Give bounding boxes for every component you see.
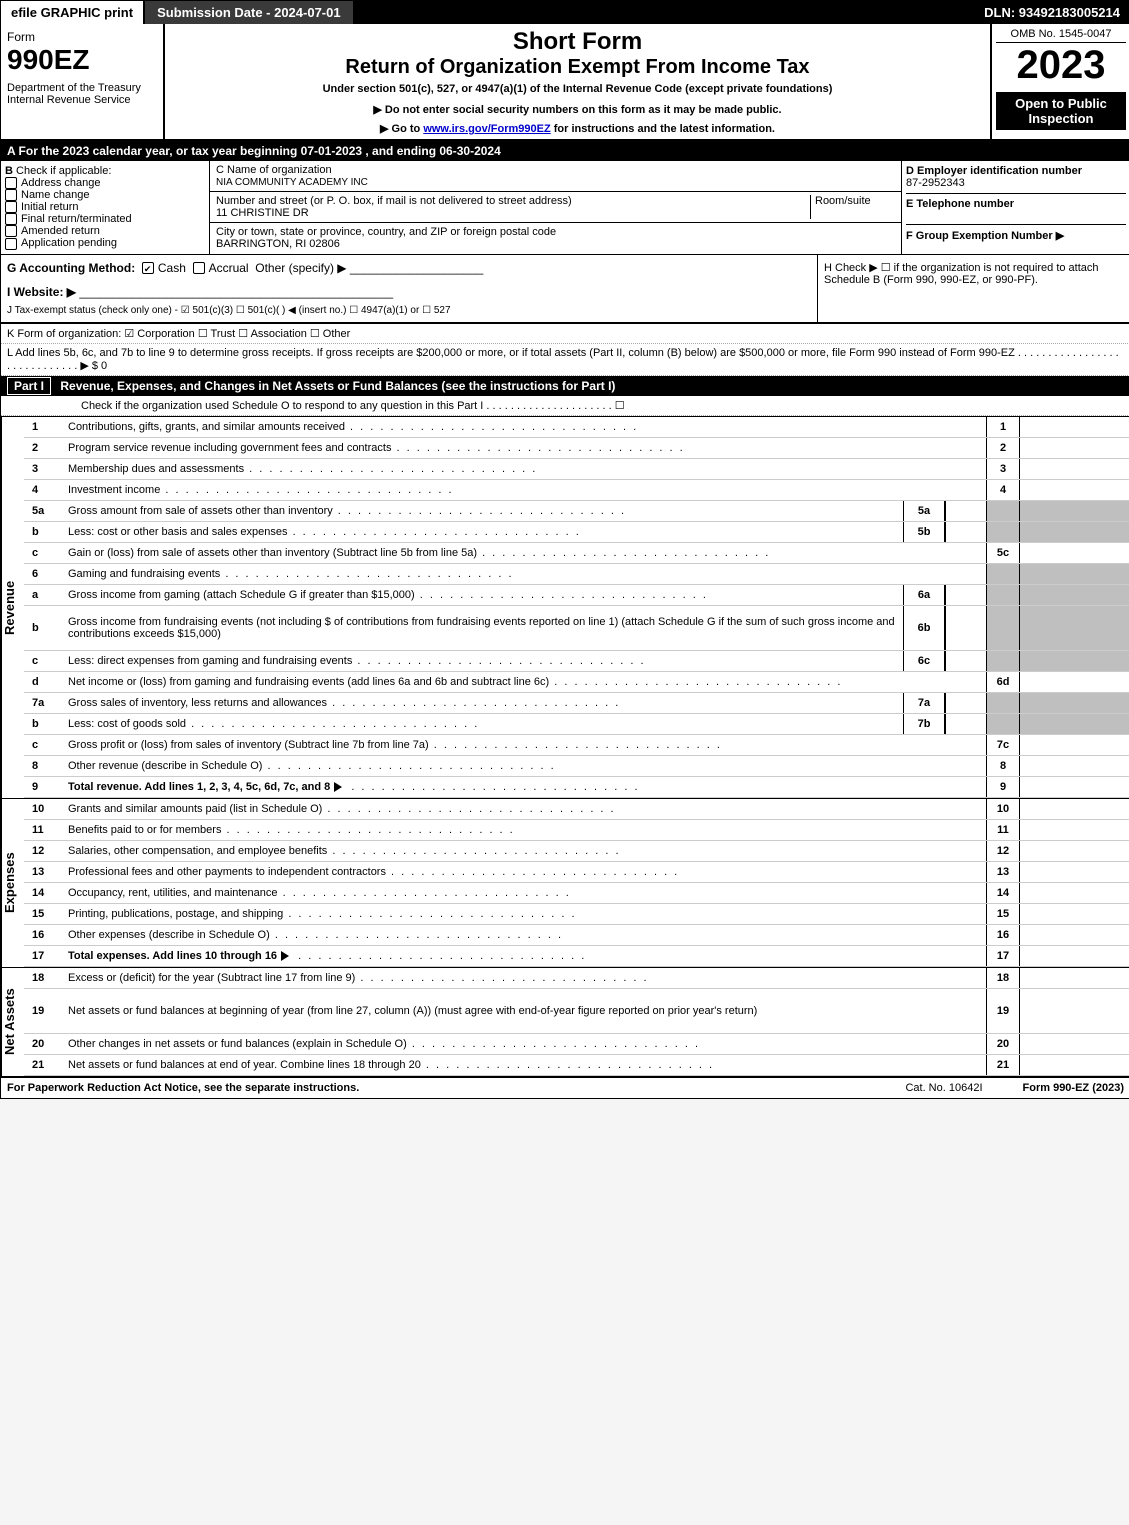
table-row: dNet income or (loss) from gaming and fu… [24,672,1129,693]
table-row: 21Net assets or fund balances at end of … [24,1055,1129,1076]
table-row: 18Excess or (deficit) for the year (Subt… [24,968,1129,989]
check-option: Initial return [5,201,205,213]
dln: DLN: 93492183005214 [974,1,1129,24]
table-row: 11Benefits paid to or for members11 [24,820,1129,841]
line-h: H Check ▶ ☐ if the organization is not r… [817,255,1129,322]
check-option: Amended return [5,225,205,237]
form-990ez: efile GRAPHIC print Submission Date - 20… [0,0,1129,1099]
section-c: C Name of organizationNIA COMMUNITY ACAD… [210,161,901,254]
section-b: B Check if applicable: Address changeNam… [1,161,210,254]
table-row: bLess: cost or other basis and sales exp… [24,522,1129,543]
checkbox[interactable] [5,225,17,237]
table-row: aGross income from gaming (attach Schedu… [24,585,1129,606]
table-row: 19Net assets or fund balances at beginni… [24,989,1129,1034]
table-row: cGross profit or (loss) from sales of in… [24,735,1129,756]
check-option: Address change [5,177,205,189]
table-row: 1Contributions, gifts, grants, and simil… [24,417,1129,438]
arrow-icon [334,782,342,792]
section-b-c-d: B Check if applicable: Address changeNam… [1,161,1129,255]
line-g: G Accounting Method: Cash Accrual Other … [7,261,811,275]
arrow-icon [281,951,289,961]
irs-label: Internal Revenue Service [7,94,157,106]
table-row: 10Grants and similar amounts paid (list … [24,799,1129,820]
efile-print[interactable]: efile GRAPHIC print [1,1,145,24]
top-bar: efile GRAPHIC print Submission Date - 20… [1,1,1129,24]
expenses-table: Expenses 10Grants and similar amounts pa… [1,798,1129,967]
table-row: bGross income from fundraising events (n… [24,606,1129,651]
table-row: 13Professional fees and other payments t… [24,862,1129,883]
line-a: A For the 2023 calendar year, or tax yea… [1,141,1129,161]
table-row: 14Occupancy, rent, utilities, and mainte… [24,883,1129,904]
table-row: 8Other revenue (describe in Schedule O)8 [24,756,1129,777]
checkbox[interactable] [5,177,17,189]
table-row: cLess: direct expenses from gaming and f… [24,651,1129,672]
tax-year: 2023 [996,43,1126,88]
submission-date: Submission Date - 2024-07-01 [145,1,353,24]
table-row: cGain or (loss) from sale of assets othe… [24,543,1129,564]
form-number: 990EZ [7,44,157,76]
irs-link[interactable]: www.irs.gov/Form990EZ [423,123,550,135]
footer: For Paperwork Reduction Act Notice, see … [1,1076,1129,1098]
check-option: Application pending [5,237,205,249]
accrual-checkbox[interactable] [193,262,205,274]
table-row: 4Investment income4 [24,480,1129,501]
telephone-label: E Telephone number [906,198,1014,210]
subtitle: Under section 501(c), 527, or 4947(a)(1)… [173,83,982,95]
table-row: 15Printing, publications, postage, and s… [24,904,1129,925]
section-g-h: G Accounting Method: Cash Accrual Other … [1,255,1129,323]
title-short-form: Short Form [173,28,982,56]
checkbox[interactable] [5,189,17,201]
revenue-table: Revenue 1Contributions, gifts, grants, a… [1,416,1129,798]
table-row: bLess: cost of goods sold7b [24,714,1129,735]
table-row: 12Salaries, other compensation, and empl… [24,841,1129,862]
part-1-header: Part I Revenue, Expenses, and Changes in… [1,376,1129,396]
table-row: 3Membership dues and assessments3 [24,459,1129,480]
check-option: Name change [5,189,205,201]
ssn-warning: ▶ Do not enter social security numbers o… [173,103,982,116]
check-option: Final return/terminated [5,213,205,225]
group-exemption: F Group Exemption Number ▶ [906,230,1064,242]
goto-line: ▶ Go to www.irs.gov/Form990EZ for instru… [173,122,982,135]
header: Form 990EZ Department of the Treasury In… [1,24,1129,141]
org-address: 11 CHRISTINE DR [216,207,309,219]
line-k: K Form of organization: ☑ Corporation ☐ … [1,323,1129,344]
checkbox[interactable] [5,201,17,213]
table-row: 7aGross sales of inventory, less returns… [24,693,1129,714]
net-assets-side-label: Net Assets [1,968,24,1076]
org-name: NIA COMMUNITY ACADEMY INC [216,177,368,188]
ein: 87-2952343 [906,177,965,189]
line-i: I Website: ▶ ___________________________… [7,285,811,299]
table-row: 6Gaming and fundraising events [24,564,1129,585]
part-1-check: Check if the organization used Schedule … [1,396,1129,416]
table-row: 2Program service revenue including gover… [24,438,1129,459]
revenue-side-label: Revenue [1,417,24,798]
omb-number: OMB No. 1545-0047 [996,28,1126,43]
checkbox[interactable] [5,213,17,225]
cash-checkbox[interactable] [142,262,154,274]
table-row: 5aGross amount from sale of assets other… [24,501,1129,522]
table-row: 9Total revenue. Add lines 1, 2, 3, 4, 5c… [24,777,1129,798]
pra-notice: For Paperwork Reduction Act Notice, see … [7,1082,359,1094]
title-return: Return of Organization Exempt From Incom… [173,56,982,79]
net-assets-table: Net Assets 18Excess or (deficit) for the… [1,967,1129,1076]
table-row: 17Total expenses. Add lines 10 through 1… [24,946,1129,967]
dept-treasury: Department of the Treasury [7,82,157,94]
checkbox[interactable] [5,238,17,250]
open-inspection: Open to Public Inspection [996,92,1126,130]
expenses-side-label: Expenses [1,799,24,967]
form-footer: Form 990-EZ (2023) [1023,1082,1124,1094]
line-l: L Add lines 5b, 6c, and 7b to line 9 to … [1,344,1129,376]
table-row: 20Other changes in net assets or fund ba… [24,1034,1129,1055]
org-city: BARRINGTON, RI 02806 [216,238,340,250]
catalog-number: Cat. No. 10642I [905,1082,982,1094]
line-j: J Tax-exempt status (check only one) - ☑… [7,305,811,316]
section-d-e-f: D Employer identification number 87-2952… [901,161,1129,254]
form-label: Form [7,30,157,44]
table-row: 16Other expenses (describe in Schedule O… [24,925,1129,946]
